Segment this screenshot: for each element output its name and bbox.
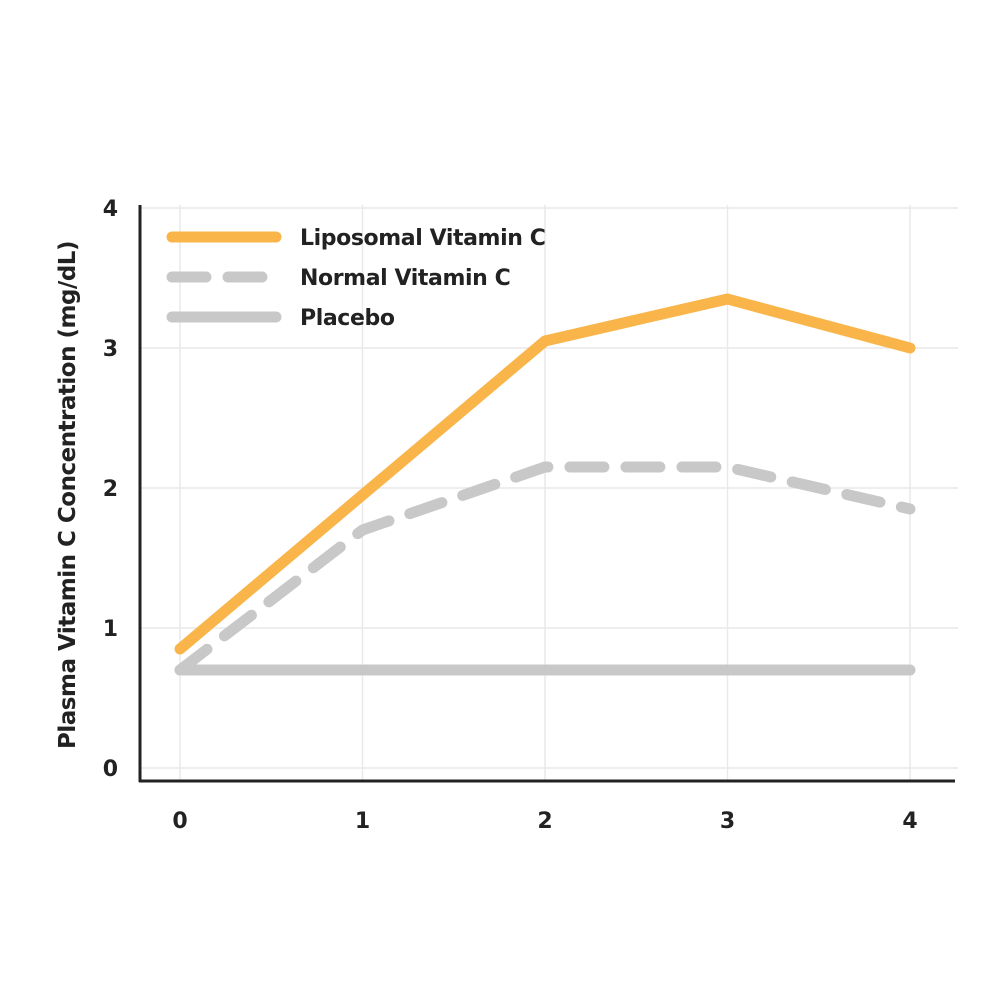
- y-axis-label: Plasma Vitamin C Concentration (mg/dL): [55, 241, 81, 749]
- y-tick-label: 2: [103, 477, 118, 502]
- legend-label: Placebo: [300, 306, 395, 331]
- axes: [138, 205, 955, 783]
- x-tick-label: 4: [902, 809, 917, 834]
- y-tick-labels: 0 1 2 3 4: [103, 197, 118, 782]
- legend-item: Placebo: [166, 306, 395, 331]
- legend-label: Liposomal Vitamin C: [300, 226, 545, 251]
- series-lines: [174, 293, 916, 676]
- series-line-liposomal-vitamin-c: [174, 293, 916, 655]
- legend-item: Normal Vitamin C: [166, 266, 511, 291]
- legend-item: Liposomal Vitamin C: [166, 226, 546, 251]
- x-tick-label: 3: [720, 809, 735, 834]
- x-tick-label: 0: [172, 809, 187, 834]
- y-tick-label: 1: [103, 617, 118, 642]
- x-tick-labels: 0 1 2 3 4: [172, 809, 917, 834]
- y-tick-label: 4: [103, 197, 118, 222]
- legend: Liposomal Vitamin C Normal Vitamin C Place…: [166, 226, 546, 331]
- legend-label: Normal Vitamin C: [300, 266, 510, 291]
- grid: [140, 205, 958, 781]
- y-tick-label: 3: [103, 337, 118, 362]
- series-line-normal-vitamin-c: [174, 461, 916, 676]
- y-tick-label: 0: [103, 757, 118, 782]
- x-tick-label: 1: [355, 809, 370, 834]
- x-tick-label: 2: [537, 809, 552, 834]
